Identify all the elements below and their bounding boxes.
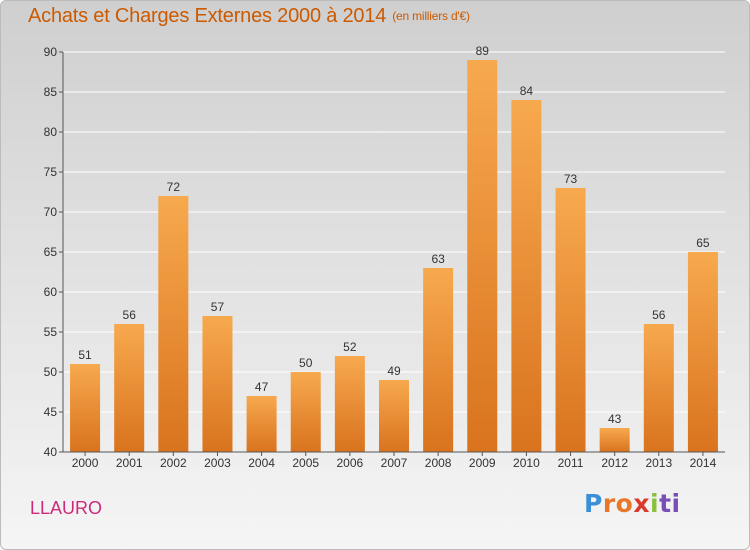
y-tick-label-45: 45 (44, 405, 58, 419)
y-tick-label-70: 70 (44, 205, 58, 219)
data-label-2004: 47 (255, 380, 269, 394)
x-tick-label-2012: 2012 (601, 456, 628, 470)
data-label-2000: 51 (78, 348, 92, 362)
x-tick-label-2008: 2008 (425, 456, 452, 470)
x-tick-label-2010: 2010 (513, 456, 540, 470)
chart-title: Achats et Charges Externes 2000 à 2014 (e… (28, 5, 470, 28)
bar-2012 (599, 428, 630, 452)
x-tick-label-2013: 2013 (645, 456, 672, 470)
x-tick-label-2005: 2005 (292, 456, 319, 470)
y-tick-label-50: 50 (44, 365, 58, 379)
logo-part-4: i (649, 489, 660, 518)
bar-2008 (423, 268, 454, 452)
x-tick-label-2009: 2009 (469, 456, 496, 470)
data-label-2012: 43 (608, 412, 622, 426)
chart-subtitle: (en milliers d'€) (392, 9, 470, 23)
data-label-2010: 84 (520, 84, 534, 98)
y-tick-label-85: 85 (44, 85, 58, 99)
bar-2002 (158, 196, 189, 452)
x-tick-label-2001: 2001 (116, 456, 143, 470)
data-label-2014: 65 (696, 236, 710, 250)
x-tick-label-2000: 2000 (72, 456, 99, 470)
y-tick-label-65: 65 (44, 245, 58, 259)
proxiti-logo[interactable]: Proxiti (584, 489, 681, 518)
axes (59, 51, 725, 456)
data-label-2003: 57 (211, 300, 225, 314)
x-tick-label-2003: 2003 (204, 456, 231, 470)
bar-2010 (511, 100, 542, 452)
y-tick-label-60: 60 (44, 285, 58, 299)
bar-2006 (334, 356, 365, 452)
commune-name: LLAURO (30, 498, 103, 518)
x-tick-label-2006: 2006 (337, 456, 364, 470)
bar-2009 (467, 60, 498, 452)
x-tick-label-2014: 2014 (690, 456, 717, 470)
logo-part-3: x (633, 489, 650, 518)
y-tick-label-80: 80 (44, 125, 58, 139)
data-label-2002: 72 (167, 180, 181, 194)
x-tick-label-2004: 2004 (248, 456, 275, 470)
x-tick-label-2011: 2011 (558, 456, 584, 470)
bar-2007 (378, 380, 410, 452)
y-tick-label-90: 90 (44, 45, 58, 59)
data-label-2006: 52 (343, 340, 357, 354)
bar-2011 (555, 188, 586, 452)
x-tick-label-2007: 2007 (381, 456, 408, 470)
y-tick-label-75: 75 (44, 165, 58, 179)
logo-part-5: ti (659, 489, 681, 518)
labels: 40 45 50 55 60 65 70 75 80 85 90 51 2000 56 2001 72 2002… (44, 44, 717, 470)
bar-2000 (70, 364, 101, 452)
data-label-2001: 56 (123, 308, 137, 322)
bar-2014 (687, 252, 718, 452)
data-label-2011: 73 (564, 172, 578, 186)
bar-2013 (643, 324, 674, 452)
logo-part-1: P (584, 489, 603, 518)
data-label-2013: 56 (652, 308, 666, 322)
y-tick-label-40: 40 (44, 445, 58, 459)
data-label-2005: 50 (299, 356, 313, 370)
data-label-2008: 63 (431, 252, 445, 266)
data-label-2007: 49 (387, 364, 401, 378)
bar-2004 (246, 396, 277, 452)
y-tick-label-55: 55 (44, 325, 58, 339)
logo-part-2: ro (602, 489, 634, 518)
chart-title-text: Achats et Charges Externes 2000 à 2014 (28, 5, 387, 27)
data-label-2009: 89 (476, 44, 490, 58)
x-tick-label-2002: 2002 (160, 456, 187, 470)
bar-2003 (202, 316, 233, 452)
bar-2005 (290, 372, 321, 452)
bar-2001 (114, 324, 145, 452)
bars (70, 60, 718, 452)
